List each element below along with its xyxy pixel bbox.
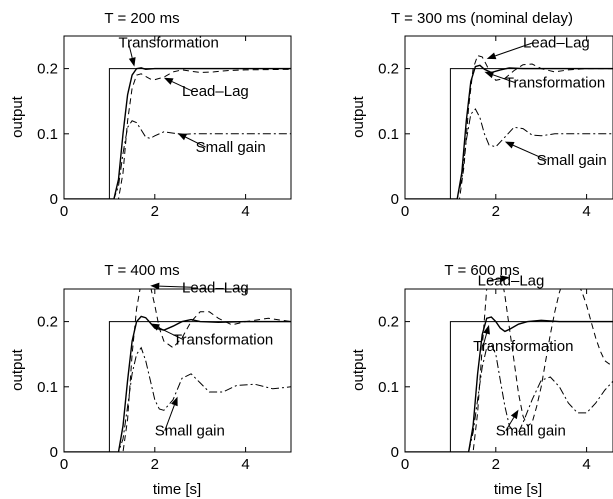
annotation-arrowhead-1-0 [128, 57, 136, 67]
annotation-arrow-1-2 [185, 136, 206, 148]
series-group-2 [405, 54, 613, 199]
series-line-3-dashed [64, 289, 291, 452]
annotation-label-2-0: Lead–Lag [523, 35, 590, 52]
annotation-label-1-0: Transformation [118, 35, 218, 52]
annotation-arrowhead-3-0 [150, 282, 160, 290]
y-tick-label-1-2: 0.2 [37, 61, 58, 78]
series-line-4-solid-thin [405, 321, 613, 452]
y-tick-label-3-1: 0.1 [37, 379, 58, 396]
y-axis-label-4: output [350, 348, 367, 391]
x-tick-label-3-2: 4 [241, 456, 249, 473]
y-tick-label-1-0: 0 [50, 191, 58, 208]
annotation-label-1-2: Small gain [196, 139, 266, 156]
series-line-1-solid [64, 67, 291, 199]
y-axis-label-2: output [350, 95, 367, 138]
y-tick-label-1-1: 0.1 [37, 126, 58, 143]
x-tick-label-1-2: 4 [241, 203, 249, 220]
series-line-2-solid [405, 64, 613, 199]
x-tick-label-1-1: 2 [151, 203, 159, 220]
plot-area-2: 0 2 4 0 0.1 0.2 Lead–Lag Transformation Small ga… [378, 35, 613, 220]
x-tick-label-4-2: 4 [582, 456, 590, 473]
chart-panel-1: T = 200 ms output 0 2 4 0 0.1 0.2 Transformati… [9, 10, 292, 220]
annotation-label-1-1: Lead–Lag [182, 83, 249, 100]
x-tick-label-2-2: 4 [582, 203, 590, 220]
chart-panel-4: T = 600 ms output 0 2 4 0 0.1 0.2 Lead–Lag Tran… [350, 262, 613, 498]
x-tick-label-2-1: 2 [492, 203, 500, 220]
y-tick-label-3-2: 0.2 [37, 314, 58, 331]
y-tick-label-3-0: 0 [50, 444, 58, 461]
plot-frame-3 [63, 288, 292, 453]
plot-area-3: 0 2 4 0 0.1 0.2 Lead–Lag Transformation Small ga… [37, 279, 291, 473]
annotation-arrow-2-2 [512, 144, 547, 161]
annotation-label-2-2: Small gain [537, 152, 607, 169]
annotation-label-2-1: Transformation [505, 75, 605, 92]
annotation-arrowhead-2-0 [486, 52, 497, 60]
annotation-arrowhead-4-2 [483, 324, 490, 335]
series-line-3-dashdot [64, 346, 291, 452]
annotation-arrowhead-2-1 [484, 71, 495, 79]
x-axis-label-3: time [s] [153, 481, 201, 498]
y-tick-label-4-0: 0 [391, 444, 399, 461]
chart-panel-3: T = 400 ms output 0 2 4 0 0.1 0.2 Lead–Lag Tran… [9, 262, 292, 498]
annotation-arrow-1-1 [171, 81, 193, 92]
annotation-label-3-1: Transformation [173, 331, 273, 348]
annotation-label-4-3: Small gain [496, 423, 566, 440]
plot-area-4: 0 2 4 0 0.1 0.2 Lead–Lag Transformation Small ga… [378, 273, 613, 473]
series-group-1 [64, 67, 291, 199]
annotation-arrowhead-1-2 [177, 133, 188, 141]
series-line-2-dashed [405, 54, 613, 199]
series-line-4-solid [405, 316, 613, 452]
y-axis-label-3: output [9, 348, 26, 391]
annotation-arrowhead-1-1 [163, 77, 174, 85]
annotation-label-3-2: Small gain [155, 423, 225, 440]
y-tick-label-2-2: 0.2 [378, 61, 399, 78]
annotation-arrowhead-2-2 [504, 141, 515, 149]
chart-title-4: T = 600 ms [444, 262, 519, 279]
annotation-arrow-4-2 [482, 333, 488, 347]
annotation-label-4-0: Lead–Lag [478, 273, 545, 290]
plot-frame-1 [63, 35, 292, 200]
annotation-label-4-2: Transformation [473, 338, 573, 355]
annotation-label-3-0: Lead–Lag [182, 279, 249, 296]
chart-title-3: T = 400 ms [104, 262, 179, 279]
annotation-arrow-3-2 [164, 404, 175, 431]
annotation-arrowhead-4-3 [510, 409, 519, 420]
x-tick-label-4-0: 0 [401, 456, 409, 473]
annotation-arrowhead-3-2 [171, 396, 178, 407]
plot-frame-4 [404, 288, 613, 453]
series-line-1-solid-thin [64, 68, 291, 199]
annotation-arrow-4-3 [505, 417, 515, 431]
annotation-arrowhead-3-1 [150, 323, 160, 331]
series-group-4 [405, 289, 613, 452]
x-tick-label-4-1: 2 [492, 456, 500, 473]
series-line-4-dashdot [405, 343, 613, 452]
series-line-1-dashdot [64, 120, 291, 199]
chart-title-1: T = 200 ms [104, 10, 179, 27]
x-tick-label-3-1: 2 [151, 456, 159, 473]
x-tick-label-2-0: 0 [401, 203, 409, 220]
annotation-arrow-3-1 [158, 327, 184, 340]
series-line-2-dashdot [405, 108, 613, 199]
annotation-arrow-2-1 [492, 74, 516, 83]
annotation-arrow-2-0 [495, 42, 534, 57]
chart-title-2: T = 300 ms (nominal delay) [391, 10, 573, 27]
annotation-arrow-3-0 [159, 285, 193, 288]
x-axis-label-4: time [s] [494, 481, 542, 498]
y-tick-label-2-0: 0 [391, 191, 399, 208]
plot-area-1: 0 2 4 0 0.1 0.2 Transformation Lead–Lag Small ga… [37, 35, 291, 220]
plot-frame-2 [404, 35, 613, 200]
x-tick-label-3-0: 0 [60, 456, 68, 473]
x-tick-label-1-0: 0 [60, 203, 68, 220]
y-tick-label-2-1: 0.1 [378, 126, 399, 143]
annotation-arrow-4-0 [487, 278, 501, 282]
y-tick-label-4-1: 0.1 [378, 379, 399, 396]
y-tick-label-4-2: 0.2 [378, 314, 399, 331]
series-line-1-dashed [64, 68, 291, 199]
annotation-arrowhead-4-0 [499, 275, 510, 283]
chart-panel-2: T = 300 ms (nominal delay) output 0 2 4 0 0.… [350, 10, 613, 220]
annotation-arrow-1-0 [127, 42, 133, 59]
y-axis-label-1: output [9, 95, 26, 138]
